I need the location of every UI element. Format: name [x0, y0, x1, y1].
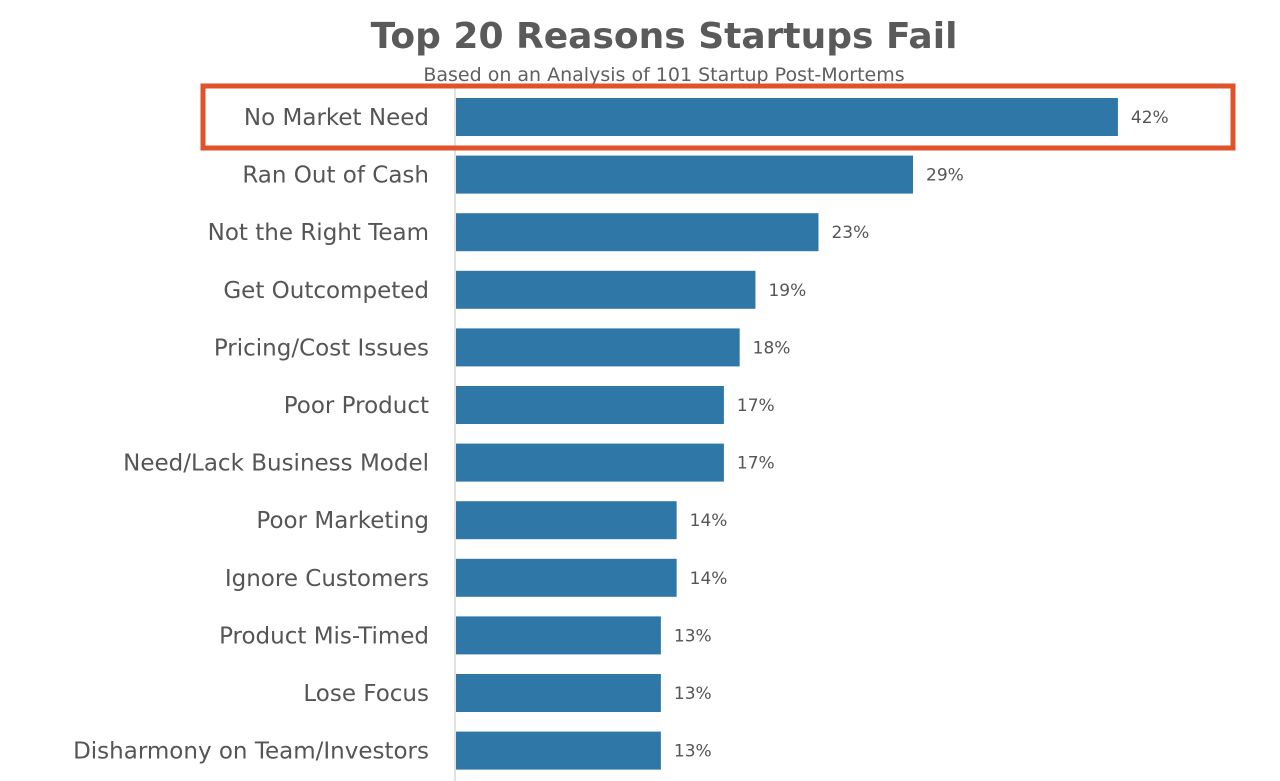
bar: [456, 501, 677, 540]
value-label: 13%: [674, 684, 712, 704]
category-label: Get Outcompeted: [223, 278, 429, 304]
bar: [456, 731, 661, 770]
value-label: 17%: [737, 454, 775, 474]
bar: [456, 213, 819, 252]
value-label: 29%: [926, 166, 964, 186]
category-label: Ignore Customers: [225, 566, 429, 592]
category-label: Need/Lack Business Model: [123, 451, 429, 477]
value-label: 14%: [690, 569, 728, 589]
value-label: 23%: [831, 223, 869, 243]
bar: [456, 155, 914, 194]
highlight-box: [200, 83, 1236, 151]
category-label: Poor Product: [284, 393, 429, 419]
category-label: No Market Need: [244, 105, 429, 131]
category-label: Disharmony on Team/Investors: [73, 739, 429, 765]
category-label: Poor Marketing: [256, 508, 429, 534]
bar: [456, 386, 724, 424]
value-label: 17%: [737, 396, 775, 416]
category-label: Ran Out of Cash: [242, 163, 429, 189]
category-label: Lose Focus: [303, 681, 429, 707]
category-label: Pricing/Cost Issues: [214, 335, 429, 361]
category-label: Product Mis-Timed: [219, 623, 429, 649]
value-label: 14%: [690, 511, 728, 531]
value-label: 13%: [674, 626, 712, 646]
chart-subtitle: Based on an Analysis of 101 Startup Post…: [423, 64, 904, 86]
value-label: 18%: [753, 338, 791, 358]
bar: [456, 328, 740, 367]
chart-title: Top 20 Reasons Startups Fail: [371, 16, 958, 57]
bars-group: No Market Need 42% Ran Out of Cash 29% Not t…: [73, 83, 1236, 770]
category-label: Not the Right Team: [208, 220, 429, 246]
bar: [456, 443, 724, 482]
value-label: 42%: [1131, 108, 1169, 128]
value-label: 13%: [674, 742, 712, 762]
bar: [456, 270, 756, 309]
value-label: 19%: [768, 281, 806, 301]
bar: [456, 558, 677, 597]
bar: [456, 98, 1118, 136]
bar: [456, 674, 661, 712]
bar: [456, 616, 661, 655]
